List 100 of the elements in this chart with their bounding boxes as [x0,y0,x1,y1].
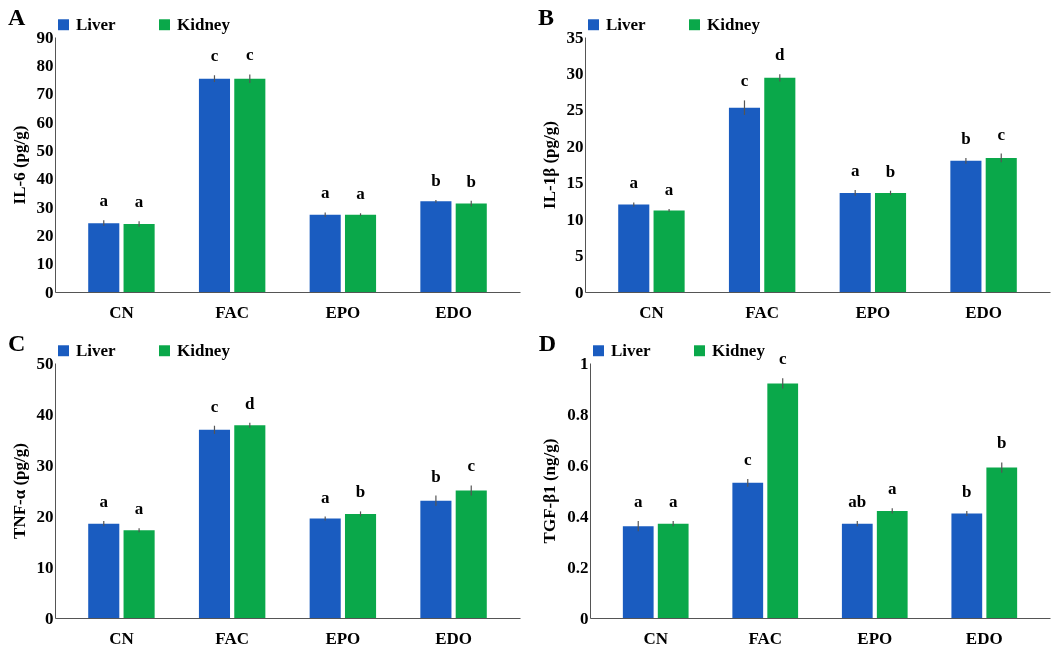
y-tick-label: 30 [566,63,584,83]
y-axis-title: IL-6 (pg/g) [9,125,29,205]
data-label: a [320,487,330,507]
data-label: b [885,161,896,181]
bar [198,78,231,292]
legend-label: Liver [76,14,117,34]
bar [88,523,120,618]
y-axis-title: TNF-α (pg/g) [9,443,29,539]
y-tick-label: 0 [45,608,54,628]
y-axis-title: IL-1β (pg/g) [539,121,559,209]
x-tick-label: CN [109,628,135,648]
y-tick-label: 50 [36,140,54,160]
bar [728,107,761,292]
y-tick-label: 10 [566,209,584,229]
data-label: b [431,466,441,486]
chart-title: B [538,4,555,30]
chart-title: C [8,330,26,356]
x-tick-label: EPO [857,628,893,648]
bar [123,530,155,618]
y-tick-label: 90 [36,27,54,47]
bar [841,523,873,618]
y-tick-label: 20 [566,136,584,156]
legend-label: Liver [76,340,117,360]
data-label: c [210,46,219,66]
x-tick-label: CN [109,302,135,322]
bar [618,204,650,292]
bar [653,210,685,292]
y-tick-label: 20 [36,506,54,526]
bar [764,77,796,292]
legend-label: Kidney [177,14,231,34]
data-label: a [320,183,330,203]
bar [874,192,907,292]
data-label: b [466,171,476,191]
y-tick-label: 30 [36,455,54,475]
data-label: a [633,492,643,512]
x-tick-label: EPO [855,302,891,322]
bar [876,510,908,618]
bar [455,490,487,618]
bar [732,482,764,618]
chart-title: A [8,4,26,30]
data-label: c [997,124,1006,144]
data-label: c [740,71,749,91]
y-tick-label: 10 [36,254,54,274]
x-tick-label: FAC [215,628,249,648]
data-label: a [134,192,144,212]
legend-label: Liver [606,14,647,34]
data-label: a [629,173,639,193]
data-label: c [246,45,255,65]
y-tick-label: 0.8 [567,404,589,424]
y-axis-title: TGF-β1 (ng/g) [540,438,560,544]
y-tick-label: 20 [36,225,54,245]
data-label: a [99,492,109,512]
x-tick-label: CN [643,628,669,648]
bar [951,513,983,618]
y-tick-label: 25 [566,100,584,120]
data-label: a [850,161,860,180]
data-label: b [962,481,972,501]
x-tick-label: FAC [745,302,779,322]
data-label: b [355,482,366,502]
data-label: d [245,393,256,413]
bar [123,224,155,292]
data-label: a [668,492,678,512]
bar [234,78,266,292]
x-tick-label: EPO [325,628,361,648]
y-tick-label: 5 [575,246,584,266]
x-tick-label: EDO [435,628,472,648]
y-tick-label: 1 [580,353,589,373]
data-label: a [356,184,366,204]
data-label: ab [848,492,867,512]
y-tick-label: 50 [36,353,54,373]
bar [657,523,689,618]
x-tick-label: FAC [215,302,249,322]
y-tick-label: 10 [36,557,54,577]
bar [420,500,452,618]
y-tick-label: 0.6 [567,455,589,475]
data-label: a [664,179,674,199]
bar [985,157,1017,292]
bar [767,383,799,618]
legend-label: Kidney [707,14,761,34]
data-label: a [887,479,897,499]
data-label: b [431,170,441,190]
x-tick-label: EPO [325,302,361,322]
legend-label: Kidney [177,340,231,360]
bar [622,526,654,618]
bar [198,429,231,618]
y-tick-label: 0.4 [567,506,589,526]
bar [455,203,487,292]
y-tick-label: 60 [36,112,54,132]
data-label: a [134,499,144,519]
bar [420,201,452,292]
bar [344,513,377,618]
data-label: c [467,456,476,476]
data-label: c [778,349,787,369]
y-tick-label: 40 [36,169,54,189]
data-label: c [210,396,219,416]
y-tick-label: 0 [45,282,54,302]
y-tick-label: 15 [566,173,584,193]
data-label: a [99,191,109,211]
x-tick-label: FAC [748,628,783,648]
y-tick-label: 30 [36,197,54,217]
